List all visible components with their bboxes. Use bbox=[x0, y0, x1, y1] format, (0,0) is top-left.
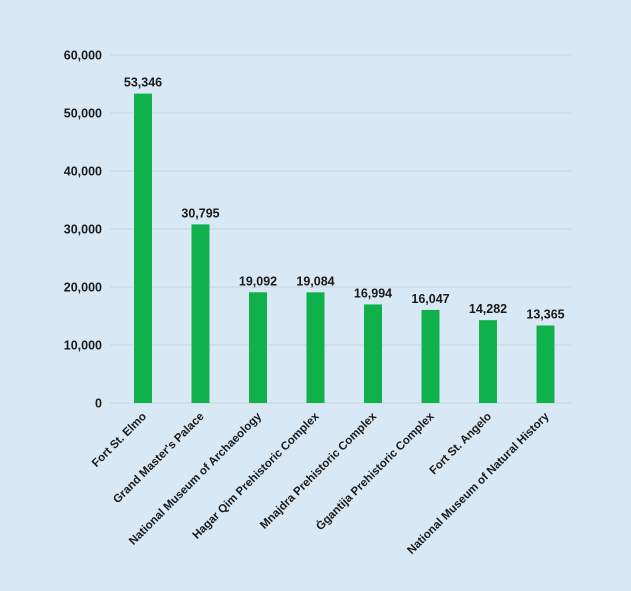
x-tick-label: Hagar Qim Prehistoric Complex bbox=[191, 410, 322, 541]
bar bbox=[421, 309, 440, 403]
bar bbox=[249, 292, 267, 403]
x-tick-label: Fort St. Angelo bbox=[428, 411, 494, 477]
bar bbox=[479, 320, 497, 403]
data-label: 53,346 bbox=[124, 76, 162, 90]
data-label: 14,282 bbox=[469, 302, 507, 316]
bar bbox=[364, 304, 382, 403]
x-tick-label: Ġgantija Prehistoric Complex bbox=[314, 410, 437, 533]
data-label: 19,092 bbox=[239, 274, 277, 288]
y-tick-label: 30,000 bbox=[64, 223, 102, 237]
bar bbox=[134, 93, 152, 403]
data-label: 16,047 bbox=[411, 292, 449, 306]
data-label: 13,365 bbox=[526, 307, 564, 321]
y-tick-label: 40,000 bbox=[64, 165, 102, 179]
data-label: 19,084 bbox=[296, 274, 334, 288]
y-tick-label: 60,000 bbox=[64, 49, 102, 63]
x-tick-label: Fort St. Elmo bbox=[90, 411, 149, 470]
data-label: 30,795 bbox=[181, 206, 219, 220]
data-label: 16,994 bbox=[354, 286, 392, 300]
bar bbox=[191, 224, 210, 403]
x-tick-label: Mnajdra Prehistoric Complex bbox=[258, 410, 379, 531]
y-tick-label: 50,000 bbox=[64, 107, 102, 121]
bar bbox=[306, 292, 325, 403]
y-tick-label: 20,000 bbox=[64, 281, 102, 295]
y-tick-label: 10,000 bbox=[64, 339, 102, 353]
y-tick-label: 0 bbox=[95, 397, 102, 411]
bar bbox=[536, 325, 555, 403]
